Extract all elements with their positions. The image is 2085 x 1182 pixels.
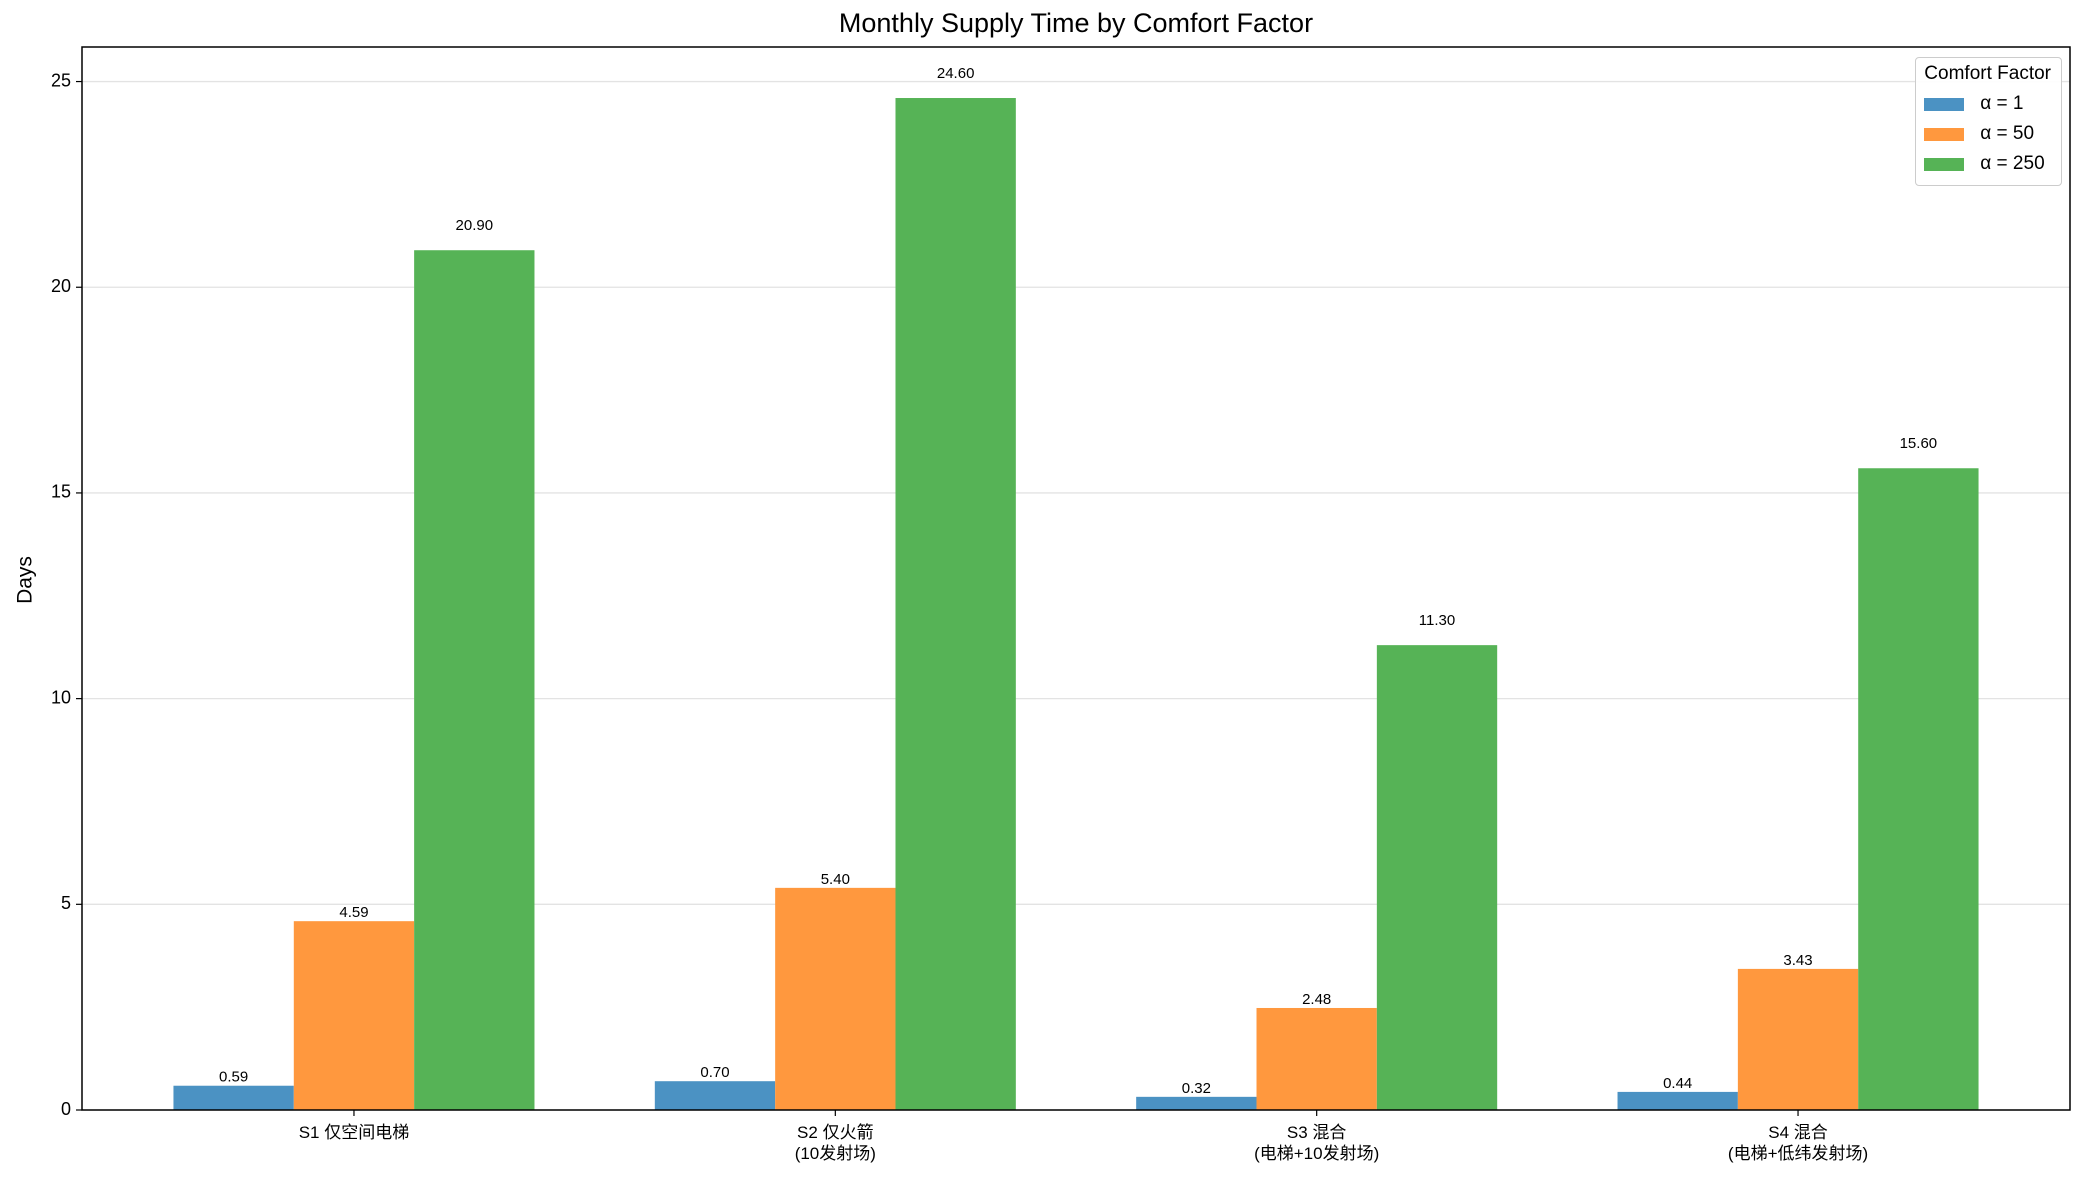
value-label: 15.60 — [1900, 435, 1938, 452]
y-tick-label: 0 — [61, 1099, 71, 1119]
bar — [654, 1081, 776, 1110]
y-tick-label: 25 — [51, 70, 71, 90]
bar — [1136, 1096, 1257, 1110]
value-label: 11.30 — [1419, 612, 1455, 629]
legend-entry: α = 50 — [1924, 119, 2051, 149]
value-label: 0.32 — [1182, 1080, 1211, 1097]
y-tick-label: 20 — [51, 276, 71, 296]
y-tick-label: 5 — [61, 893, 71, 913]
y-axis-label: Days — [14, 556, 37, 604]
legend-label: α = 250 — [1980, 153, 2045, 174]
legend-swatch — [1924, 97, 1965, 111]
value-label: 24.60 — [937, 65, 975, 82]
value-label: 4.59 — [339, 904, 368, 921]
bar — [173, 1085, 294, 1110]
value-label: 20.90 — [456, 217, 494, 234]
y-tick-label: 15 — [51, 482, 71, 502]
x-tick-label: S4 混合 (电梯+低纬发射场) — [1727, 1123, 1869, 1163]
value-label: 2.48 — [1302, 991, 1331, 1008]
legend-label: α = 1 — [1980, 93, 2024, 114]
chart-title: Monthly Supply Time by Comfort Factor — [839, 8, 1313, 38]
bar — [414, 250, 535, 1110]
legend-label: α = 50 — [1980, 123, 2035, 144]
y-tick-label: 10 — [51, 687, 71, 707]
bar — [1737, 968, 1859, 1110]
legend-entry: α = 1 — [1924, 89, 2051, 119]
value-label: 0.70 — [700, 1064, 729, 1081]
plot-frame — [81, 46, 2071, 1111]
x-tick-label: S1 仅空间电梯 — [298, 1123, 410, 1142]
legend-entry: α = 250 — [1924, 149, 2051, 179]
value-label: 0.44 — [1663, 1075, 1692, 1092]
x-tick-label: S3 混合 (电梯+10发射场) — [1254, 1123, 1380, 1163]
bar — [1617, 1091, 1738, 1110]
bar — [1256, 1007, 1377, 1110]
bar — [293, 921, 415, 1110]
bar — [775, 887, 896, 1110]
legend-title: Comfort Factor — [1924, 63, 2051, 84]
value-label: 5.40 — [821, 871, 850, 888]
bar — [895, 98, 1016, 1110]
bar — [1858, 468, 1979, 1111]
bar — [1376, 645, 1498, 1110]
legend-swatch — [1924, 127, 1965, 141]
legend: Comfort Factor α = 1 α = 50 α = 250 — [1915, 57, 2062, 186]
value-label: 0.59 — [219, 1069, 248, 1086]
x-tick-label: S2 仅火箭 (10发射场) — [794, 1123, 876, 1163]
value-label: 3.43 — [1783, 952, 1812, 969]
legend-swatch — [1924, 157, 1965, 171]
